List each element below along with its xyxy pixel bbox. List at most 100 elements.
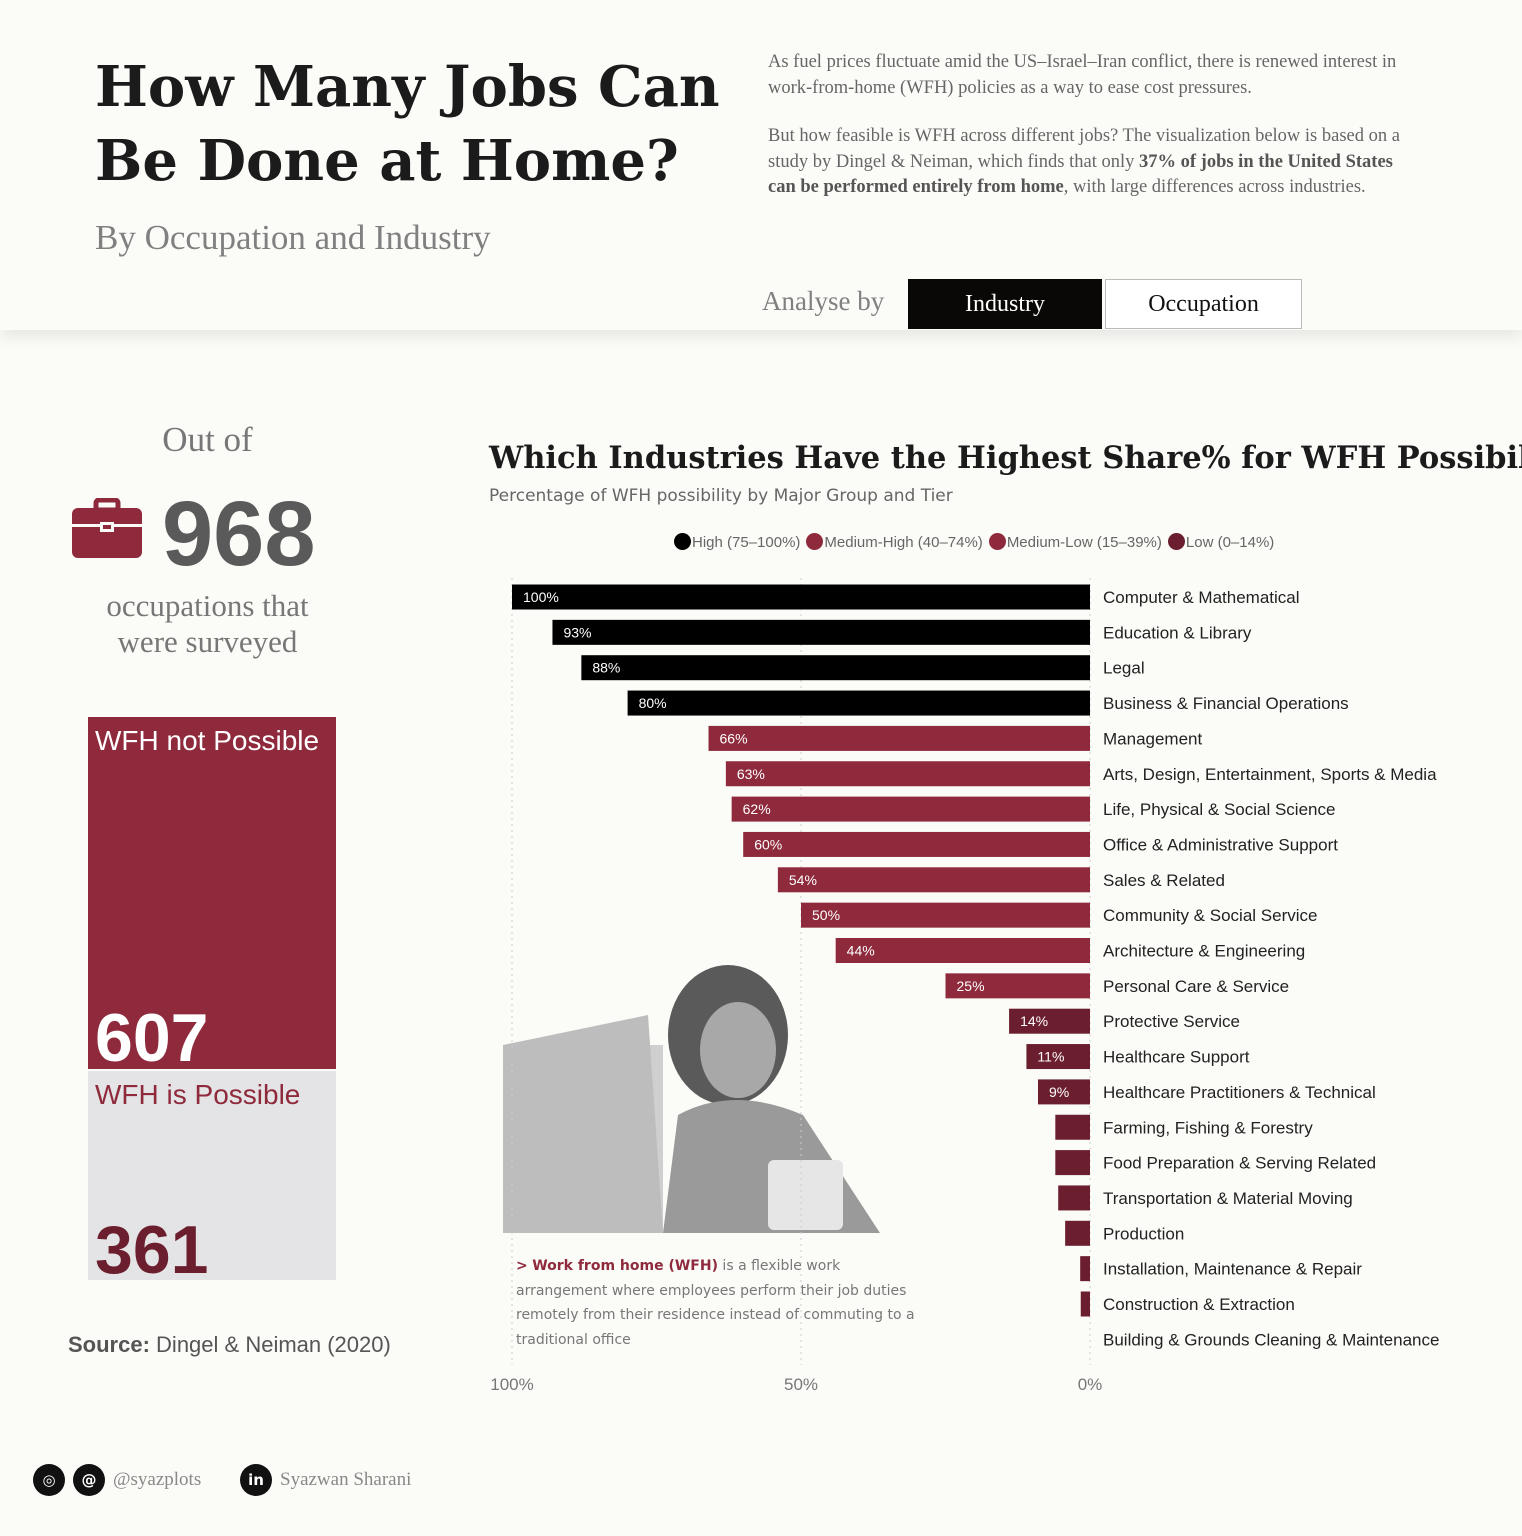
category-label: Production — [1103, 1224, 1184, 1243]
data-label: 66% — [720, 730, 748, 746]
bar — [1009, 1008, 1090, 1034]
bar — [708, 725, 1090, 751]
data-label: 50% — [812, 907, 840, 923]
source-text: Dingel & Neiman (2020) — [156, 1332, 391, 1357]
intro-paragraph: But how feasible is WFH across different… — [768, 124, 1408, 201]
data-label: 9% — [1049, 1084, 1069, 1100]
category-label: Construction & Extraction — [1103, 1295, 1295, 1314]
linkedin: in Syazwan Sharani — [240, 1464, 411, 1496]
chart-subtitle: Percentage of WFH possibility by Major G… — [489, 486, 953, 506]
bar — [1080, 1291, 1090, 1317]
legend-label: Medium-Low (15–39%) — [1006, 534, 1162, 551]
legend-label: Medium-High (40–74%) — [824, 534, 983, 551]
legend: High (75–100%) Medium-High (40–74%) Medium… — [674, 533, 1274, 551]
page-subtitle: By Occupation and Industry — [95, 218, 491, 257]
social-handle: @syazplots — [113, 1469, 202, 1490]
category-label: Sales & Related — [1103, 871, 1225, 890]
analyse-by-label: Analyse by — [762, 286, 885, 316]
category-label: Farming, Fishing & Forestry — [1103, 1118, 1313, 1137]
legend-label: Low (0–14%) — [1185, 534, 1275, 551]
data-label: 60% — [754, 836, 782, 852]
data-label: 80% — [639, 695, 667, 711]
data-label: 63% — [737, 766, 765, 782]
woman-with-laptop-photo — [503, 965, 880, 1233]
bar — [512, 584, 1090, 610]
bar — [1080, 1256, 1090, 1282]
data-label: 11% — [1037, 1049, 1064, 1065]
data-label: 25% — [957, 978, 985, 994]
note-term: Work from home (WFH) — [532, 1258, 718, 1274]
author-name: Syazwan Sharani — [280, 1469, 412, 1490]
bar — [1058, 1185, 1090, 1211]
category-label: Computer & Mathematical — [1103, 588, 1300, 607]
chart-title: Which Industries Have the Highest Share%… — [489, 440, 1522, 476]
desc-line: were surveyed — [117, 624, 298, 659]
briefcase-icon — [72, 498, 142, 558]
data-label: 100% — [523, 589, 559, 605]
header: How Many Jobs Can Be Done at Home? By Oc… — [0, 0, 1522, 330]
category-label: Legal — [1103, 659, 1145, 678]
category-label: Management — [1103, 729, 1203, 748]
category-label: Transportation & Material Moving — [1103, 1189, 1353, 1208]
category-label: Architecture & Engineering — [1103, 942, 1305, 961]
category-label: Community & Social Service — [1103, 906, 1317, 925]
category-label: Business & Financial Operations — [1103, 694, 1349, 713]
bar — [835, 938, 1090, 963]
category-label: Healthcare Practitioners & Technical — [1103, 1083, 1376, 1102]
data-label: 62% — [743, 801, 771, 817]
social-handles: ◎ @ @syazplots — [33, 1464, 201, 1496]
bar — [1037, 1079, 1090, 1105]
source: Source: Dingel & Neiman (2020) — [68, 1332, 391, 1358]
legend-item: Medium-Low (15–39%) — [988, 533, 1162, 551]
data-label: 44% — [847, 943, 875, 959]
desc-line: occupations that — [106, 588, 309, 623]
occupation-toggle-button[interactable]: Occupation — [1105, 279, 1302, 329]
bar — [777, 867, 1090, 893]
data-label: 54% — [789, 872, 817, 888]
legend-item: High (75–100%) — [674, 533, 800, 551]
note-arrow: > — [516, 1258, 528, 1274]
bar — [1055, 1150, 1090, 1176]
bar — [627, 690, 1090, 716]
category-label: Protective Service — [1103, 1012, 1240, 1031]
category-label: Food Preparation & Serving Related — [1103, 1154, 1376, 1173]
linkedin-icon[interactable]: in — [240, 1464, 272, 1496]
occupations-desc: occupations that were surveyed — [0, 588, 415, 660]
bar — [1065, 1220, 1090, 1246]
instagram-icon[interactable]: ◎ — [33, 1464, 65, 1496]
note-text: is a flexible work arrangement where emp… — [516, 1258, 915, 1348]
source-label: Source: — [68, 1332, 150, 1357]
legend-dot — [674, 533, 691, 550]
bar — [743, 831, 1090, 857]
wfh-possible-block: WFH is Possible 361 — [88, 1071, 336, 1288]
category-label: Life, Physical & Social Science — [1103, 800, 1335, 819]
data-label: 14% — [1020, 1013, 1048, 1029]
page-title: How Many Jobs Can Be Done at Home? — [95, 54, 720, 194]
legend-label: High (75–100%) — [692, 534, 801, 551]
category-label: Education & Library — [1103, 623, 1252, 642]
bar — [725, 761, 1090, 787]
x-tick-label: 100% — [490, 1375, 533, 1394]
intro-highlight: 37% of jobs in the United States can be … — [768, 151, 1393, 198]
out-of-label: Out of — [162, 420, 253, 459]
category-label: Arts, Design, Entertainment, Sports & Me… — [1103, 765, 1437, 784]
bar — [581, 655, 1090, 681]
legend-dot — [1167, 533, 1185, 550]
wfh-not-possible-label: WFH not Possible — [95, 725, 320, 756]
wfh-possible-count: 361 — [95, 1212, 209, 1288]
wfh-not-possible-block: WFH not Possible 607 — [88, 717, 336, 1076]
category-label: Personal Care & Service — [1103, 977, 1289, 996]
industry-toggle-button[interactable]: Industry — [908, 279, 1102, 329]
bar — [1026, 1044, 1090, 1070]
category-label: Building & Grounds Cleaning & Maintenanc… — [1103, 1330, 1439, 1349]
legend-dot — [806, 533, 824, 550]
bar — [731, 796, 1090, 822]
total-occupations: 968 — [162, 483, 316, 585]
bar — [801, 902, 1090, 928]
bar — [552, 619, 1090, 645]
legend-item: Low (0–14%) — [1167, 533, 1275, 551]
intro-text-part: But how feasible is WFH across different… — [768, 126, 1400, 172]
bar — [945, 973, 1090, 999]
threads-icon[interactable]: @ — [73, 1464, 105, 1496]
intro-text-part: , with large differences across industri… — [1063, 177, 1366, 197]
